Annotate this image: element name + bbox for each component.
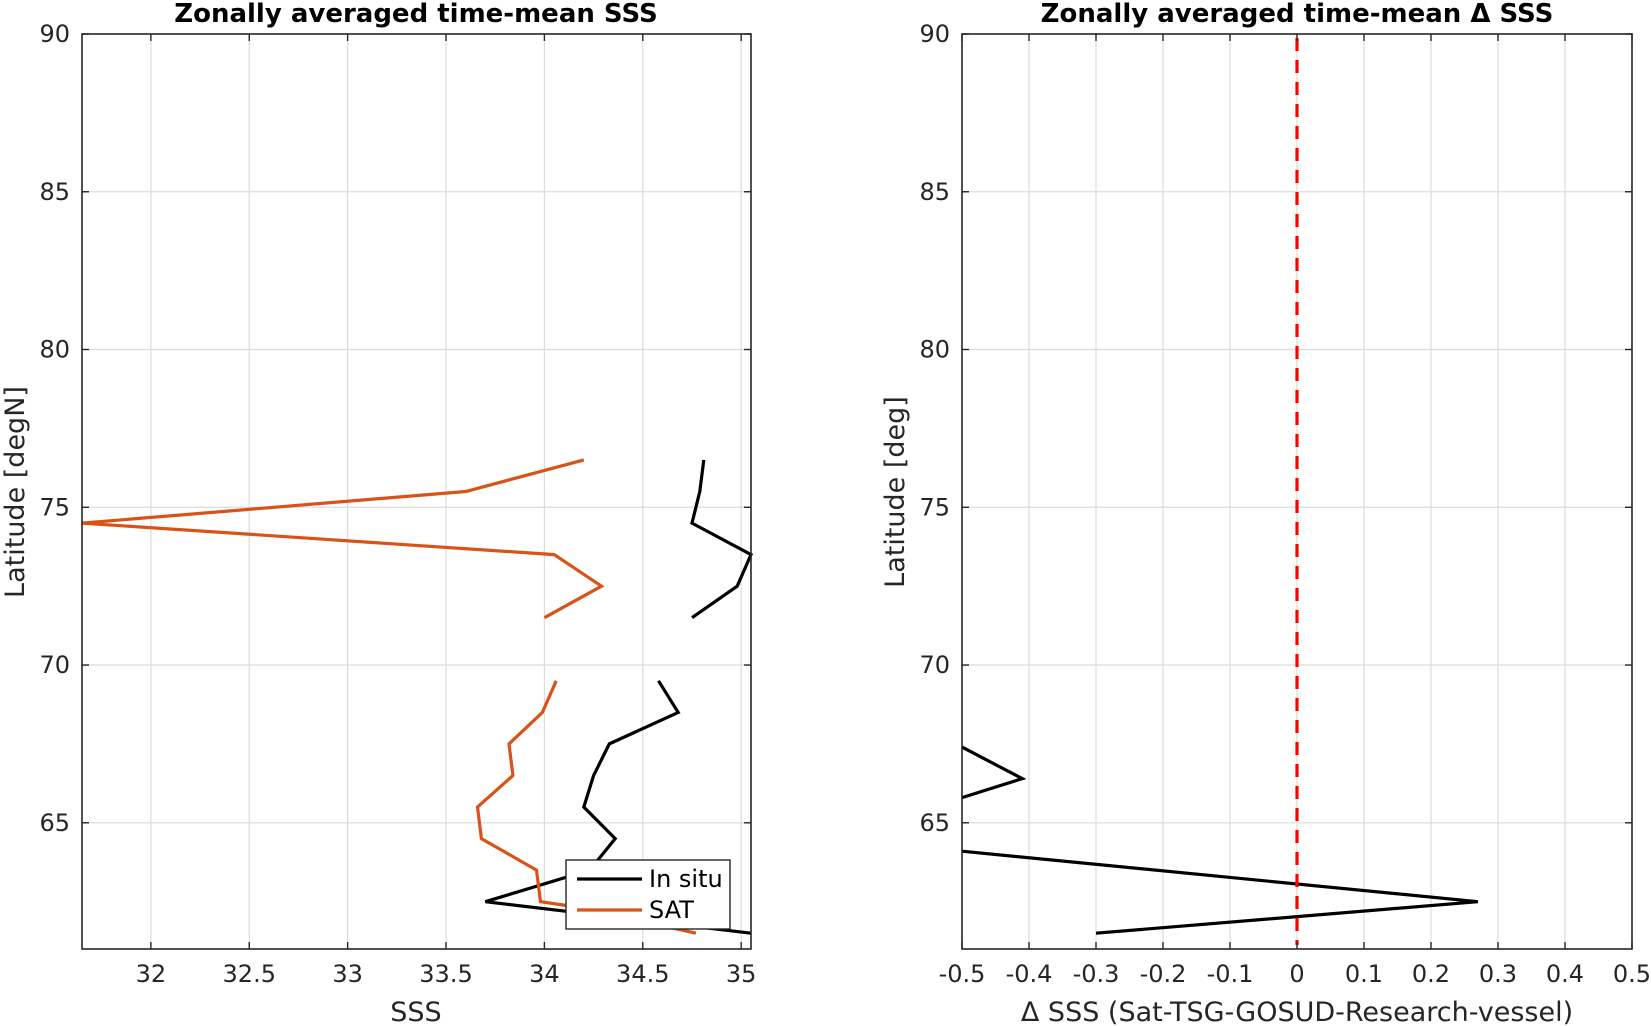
series-line-sat [81, 458, 605, 620]
right-chart-title: Zonally averaged time-mean Δ SSS [1041, 0, 1554, 29]
x-tick-label: 32.5 [223, 960, 276, 988]
left-y-axis-label: Latitude [degN] [0, 386, 31, 598]
x-tick-label: -0.3 [1073, 960, 1120, 988]
y-tick-label: 90 [39, 20, 70, 48]
y-tick-label: 80 [919, 336, 950, 364]
series-line-delta-sss [961, 745, 1027, 800]
series-line-in-situ [690, 459, 754, 620]
series-line-sat [475, 680, 697, 935]
y-tick-label: 75 [919, 493, 950, 521]
y-tick-label: 65 [39, 809, 70, 837]
legend-label-sat: SAT [649, 896, 694, 924]
x-tick-label: 0 [1289, 960, 1304, 988]
left-plot-frame [81, 33, 752, 950]
series-line-in-situ [484, 679, 752, 935]
x-tick-label: 0.2 [1412, 960, 1450, 988]
x-tick-label: -0.5 [939, 960, 986, 988]
x-tick-label: 0.1 [1345, 960, 1383, 988]
x-tick-label: 0.3 [1479, 960, 1517, 988]
legend-label-in-situ: In situ [649, 865, 723, 893]
right-x-axis-label: Δ SSS (Sat-TSG-GOSUD-Research-vessel) [1021, 997, 1573, 1026]
x-tick-label: 34 [529, 960, 560, 988]
y-tick-label: 90 [919, 20, 950, 48]
left-series-lines [81, 458, 754, 935]
x-tick-label: -0.4 [1006, 960, 1053, 988]
y-tick-label: 70 [39, 651, 70, 679]
left-grid [82, 34, 751, 949]
x-tick-label: 33.5 [419, 960, 472, 988]
left-x-axis-label: SSS [390, 997, 441, 1026]
left-panel-sss: 32 32.5 33 33.5 34 34.5 35 65 70 75 80 85 90 Zonally… [0, 0, 756, 1026]
y-tick-label: 70 [919, 651, 950, 679]
series-line-delta-sss [961, 849, 1479, 935]
legend-box [565, 859, 731, 930]
left-legend: In situ SAT [565, 859, 731, 930]
left-chart-title: Zonally averaged time-mean SSS [174, 0, 658, 29]
y-tick-label: 65 [919, 809, 950, 837]
y-tick-label: 75 [39, 493, 70, 521]
right-y-axis-label: Latitude [deg] [880, 396, 911, 588]
left-ticks: 32 32.5 33 33.5 34 34.5 35 65 70 75 80 85 90 [39, 20, 756, 988]
x-tick-label: 33 [332, 960, 363, 988]
y-tick-label: 80 [39, 336, 70, 364]
x-tick-label: 34.5 [616, 960, 669, 988]
y-tick-label: 85 [39, 178, 70, 206]
right-panel-delta-sss: -0.5 -0.4 -0.3 -0.2 -0.1 0 0.1 0.2 0.3 0.4 0.5 65 70… [880, 0, 1651, 1026]
x-tick-label: -0.2 [1140, 960, 1187, 988]
x-tick-label: 0.5 [1613, 960, 1651, 988]
x-tick-label: 35 [726, 960, 757, 988]
x-tick-label: 0.4 [1546, 960, 1584, 988]
right-ticks: -0.5 -0.4 -0.3 -0.2 -0.1 0 0.1 0.2 0.3 0.4 0.5 65 70… [919, 20, 1651, 988]
x-tick-label: 32 [136, 960, 167, 988]
right-series-lines [961, 38, 1479, 945]
y-tick-label: 85 [919, 178, 950, 206]
x-tick-label: -0.1 [1207, 960, 1254, 988]
